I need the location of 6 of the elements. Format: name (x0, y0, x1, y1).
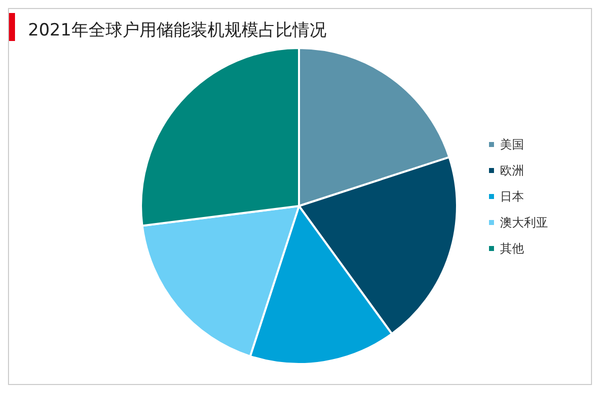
legend-label: 澳大利亚 (500, 216, 548, 230)
legend-label: 美国 (500, 138, 524, 152)
legend-label: 日本 (500, 190, 524, 204)
legend-label: 欧洲 (500, 164, 524, 178)
chart-title: 2021年全球户用储能装机规模占比情况 (28, 20, 326, 40)
legend-label: 其他 (500, 242, 524, 256)
